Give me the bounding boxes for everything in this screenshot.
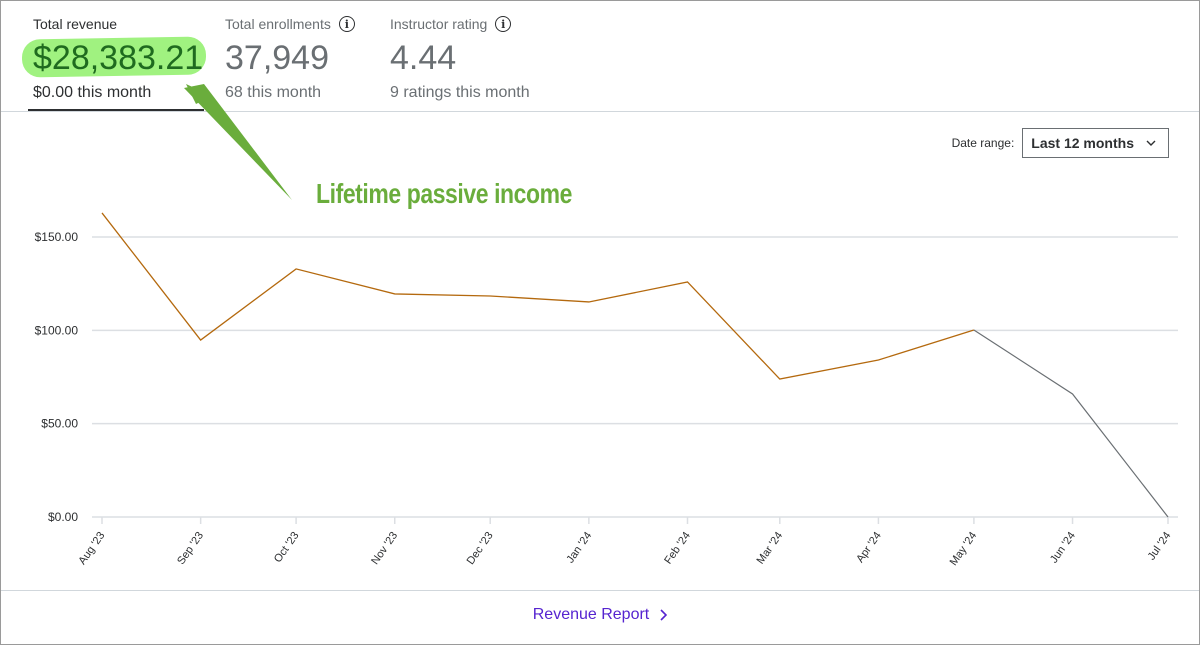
stat-instructor-rating[interactable]: Instructor rating i 4.44 9 ratings this m… (390, 14, 530, 102)
date-range-value: Last 12 months (1031, 135, 1134, 151)
date-range-label: Date range: (951, 136, 1015, 150)
revenue-report-label: Revenue Report (532, 606, 650, 623)
chevron-down-icon (1146, 140, 1156, 146)
y-tick-label: $0.00 (48, 510, 78, 524)
x-tick-label: Feb '24 (662, 530, 693, 567)
date-range-select[interactable]: Last 12 months (1022, 128, 1169, 158)
x-tick-label: Aug '23 (76, 530, 107, 567)
stat-sub: 9 ratings this month (390, 84, 530, 101)
x-tick-label: Jul '24 (1146, 530, 1174, 563)
stat-label: Instructor rating (390, 16, 488, 32)
chevron-right-icon (660, 609, 668, 621)
date-range: Date range: Last 12 months (952, 128, 1169, 158)
revenue-line (101, 212, 975, 380)
annotation-arrow-head (186, 84, 212, 104)
x-tick-label: Jan '24 (564, 530, 594, 566)
stat-value: 37,949 (225, 39, 329, 77)
stat-total-enrollments[interactable]: Total enrollments i 37,949 68 this month (225, 14, 355, 102)
info-icon[interactable]: i (338, 16, 355, 32)
x-tick-label: Oct '23 (272, 530, 302, 565)
divider (1, 590, 1199, 591)
stat-total-revenue[interactable]: Total revenue $28,383.21 $0.00 this mont… (33, 14, 203, 102)
revenue-report-link[interactable]: Revenue Report (0, 590, 1200, 640)
stat-label: Total enrollments (225, 16, 331, 32)
divider (1, 111, 1199, 112)
stat-value: $28,383.21 (33, 39, 204, 77)
x-tick-label: Jun '24 (1048, 530, 1078, 566)
x-tick-label: Nov '23 (369, 530, 400, 567)
x-tick-label: Sep '23 (175, 530, 206, 567)
y-tick-label: $50.00 (41, 417, 78, 431)
stat-sub: 68 this month (225, 84, 322, 101)
revenue-line-current (973, 329, 1169, 518)
annotation-text: Lifetime passive income (316, 178, 572, 209)
x-tick-label: Apr '24 (854, 530, 884, 565)
annotation-arrow (184, 84, 292, 200)
stat-label: Total revenue (33, 16, 118, 32)
active-tab-indicator (28, 109, 204, 111)
y-tick-label: $150.00 (35, 230, 79, 244)
info-icon[interactable]: i (495, 16, 512, 32)
x-tick-label: May '24 (948, 530, 980, 568)
stat-sub: $0.00 this month (33, 84, 152, 101)
x-tick-label: Dec '23 (465, 530, 496, 567)
x-tick-label: Mar '24 (755, 530, 786, 567)
stat-value: 4.44 (390, 39, 457, 77)
y-tick-label: $100.00 (35, 323, 79, 337)
